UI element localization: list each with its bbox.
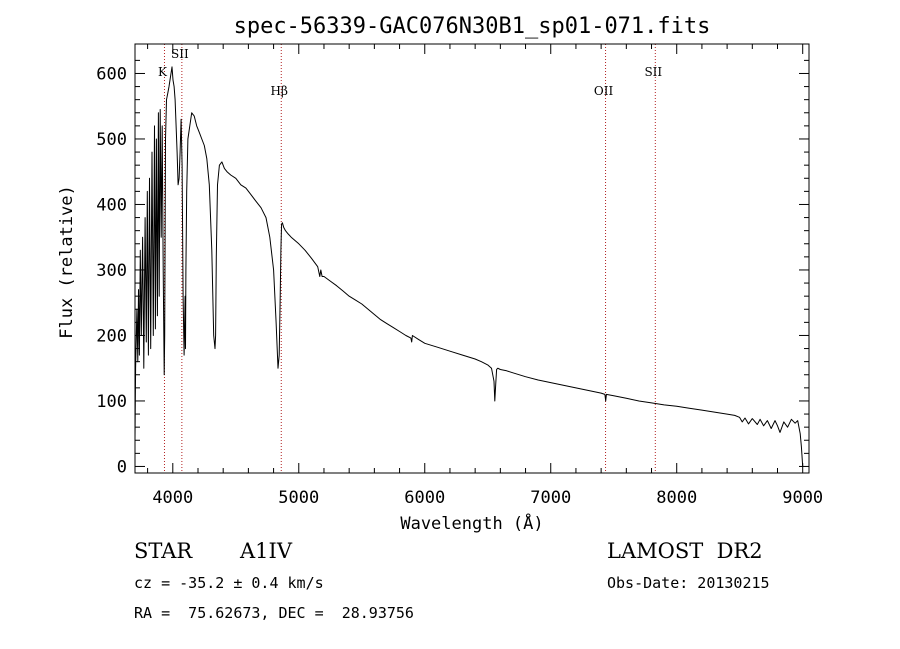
redshift-text: cz = -35.2 ± 0.4 km/s bbox=[134, 574, 324, 592]
x-axis: 4000 5000 6000 7000 8000 9000 bbox=[147, 44, 823, 508]
spectral-line-label: K bbox=[158, 65, 168, 79]
y-tick-label: 200 bbox=[96, 326, 127, 346]
y-tick-label: 500 bbox=[96, 130, 127, 150]
spectral-line-label: Hβ bbox=[271, 84, 288, 98]
x-tick-label: 8000 bbox=[656, 488, 697, 508]
x-tick-label: 5000 bbox=[278, 488, 319, 508]
y-tick-label: 400 bbox=[96, 195, 127, 215]
coordinates-text: RA = 75.62673, DEC = 28.93756 bbox=[134, 604, 414, 622]
y-axis: 0 100 200 300 400 500 600 bbox=[96, 59, 809, 477]
x-tick-label: 7000 bbox=[530, 488, 571, 508]
survey-name: LAMOST DR2 bbox=[607, 539, 763, 563]
x-axis-label: Wavelength (Å) bbox=[400, 512, 543, 534]
spectral-line-label: SII bbox=[644, 65, 662, 79]
plot-frame bbox=[134, 43, 810, 474]
y-tick-label: 300 bbox=[96, 261, 127, 281]
object-subclass: A1IV bbox=[240, 539, 292, 563]
y-tick-label: 600 bbox=[96, 64, 127, 84]
y-tick-label: 0 bbox=[117, 457, 127, 477]
x-tick-label: 9000 bbox=[782, 488, 823, 508]
obs-date-text: Obs-Date: 20130215 bbox=[607, 574, 770, 592]
spectral-line-label: SII bbox=[171, 47, 189, 61]
y-tick-label: 100 bbox=[96, 392, 127, 412]
chart-title: spec-56339-GAC076N30B1_sp01-071.fits bbox=[234, 14, 711, 39]
spectrum-layer bbox=[134, 66, 804, 467]
x-tick-label: 4000 bbox=[152, 488, 193, 508]
spectral-line-label: OII bbox=[594, 84, 614, 98]
spectrum-line bbox=[134, 66, 804, 467]
object-class: STAR bbox=[134, 539, 193, 563]
y-axis-label: Flux (relative) bbox=[57, 185, 77, 339]
x-tick-label: 6000 bbox=[404, 488, 445, 508]
